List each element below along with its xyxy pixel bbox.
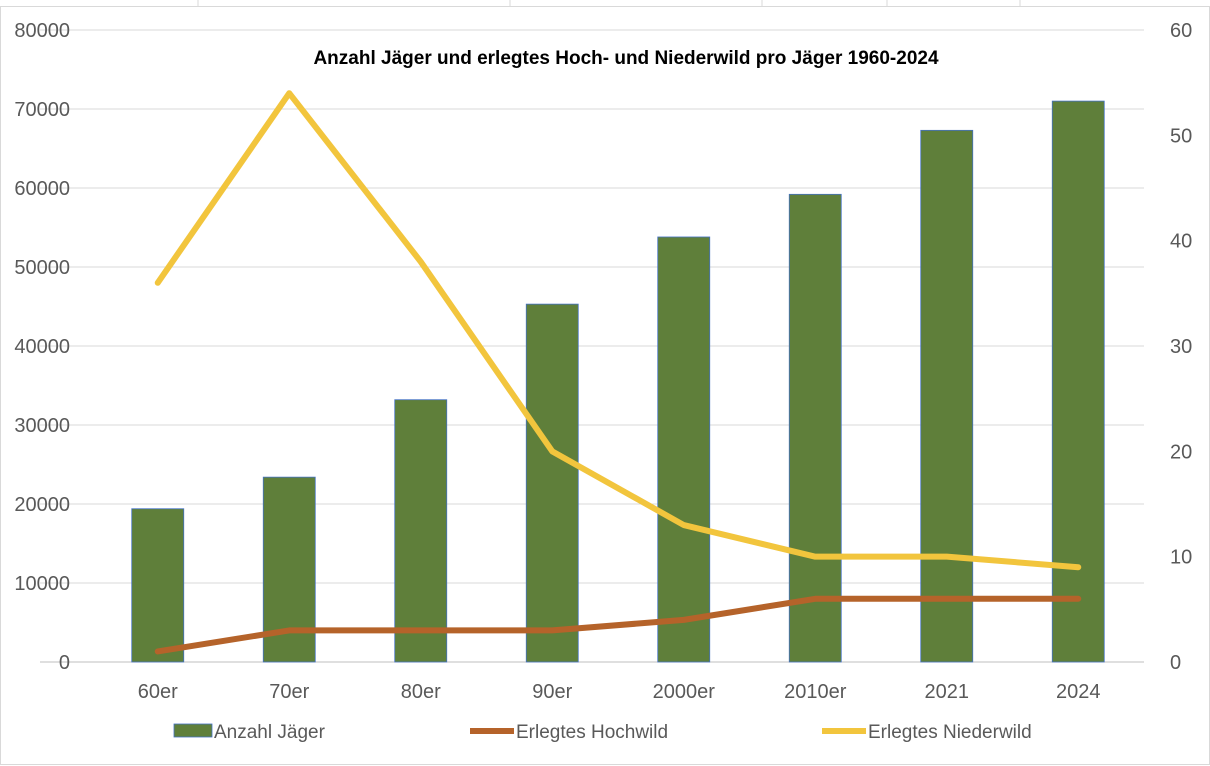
- lines: [154, 90, 1082, 655]
- x-tick-label: 2024: [1056, 681, 1101, 703]
- y-left-tick-label: 10000: [14, 573, 70, 595]
- bar: [788, 193, 842, 663]
- chart-title: Anzahl Jäger und erlegtes Hoch- und Nied…: [313, 48, 939, 69]
- legend: Anzahl Jäger Erlegtes Hochwild Erlegtes Ni…: [173, 722, 1032, 743]
- y-right-tick-label: 50: [1170, 125, 1192, 147]
- y-left-tick-label: 80000: [14, 20, 70, 42]
- bar: [920, 129, 974, 663]
- bar: [394, 399, 448, 663]
- y-left-tick-label: 0: [59, 652, 70, 674]
- y-left-tick-label: 60000: [14, 178, 70, 200]
- y-right-tick-label: 30: [1170, 336, 1192, 358]
- bar: [1051, 100, 1105, 663]
- x-tick-label: 80er: [401, 681, 441, 703]
- y-left-tick-label: 40000: [14, 336, 70, 358]
- x-tick-label: 2000er: [653, 681, 716, 703]
- y-right-tick-label: 20: [1170, 441, 1192, 463]
- bar: [525, 303, 579, 663]
- legend-label: Anzahl Jäger: [214, 722, 326, 743]
- y-right-tick-label: 0: [1170, 652, 1181, 674]
- x-tick-label: 2021: [925, 681, 970, 703]
- series-line: [154, 595, 1082, 655]
- y-left-tick-label: 50000: [14, 257, 70, 279]
- series-line: [154, 90, 1082, 571]
- y-right-tick-label: 40: [1170, 231, 1192, 253]
- legend-label: Erlegtes Niederwild: [868, 722, 1032, 743]
- y-left-tick-label: 30000: [14, 415, 70, 437]
- legend-label: Erlegtes Hochwild: [516, 722, 668, 743]
- x-tick-label: 60er: [138, 681, 178, 703]
- x-tick-label: 70er: [269, 681, 309, 703]
- legend-swatch: [173, 723, 213, 738]
- x-tick-label: 2010er: [784, 681, 847, 703]
- bars: [131, 100, 1105, 663]
- bar: [657, 236, 711, 663]
- gridlines: [40, 29, 1144, 663]
- x-tick-label: 90er: [532, 681, 572, 703]
- y-left-tick-label: 70000: [14, 99, 70, 121]
- bar: [131, 508, 185, 663]
- tick-labels: 0 10000 20000 30000 40000 50000 60000 70000 8000…: [14, 20, 1192, 703]
- y-left-tick-label: 20000: [14, 494, 70, 516]
- y-right-tick-label: 60: [1170, 20, 1192, 42]
- y-right-tick-label: 10: [1170, 547, 1192, 569]
